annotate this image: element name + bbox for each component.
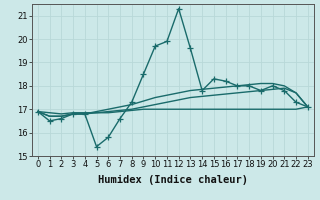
X-axis label: Humidex (Indice chaleur): Humidex (Indice chaleur) [98,175,248,185]
